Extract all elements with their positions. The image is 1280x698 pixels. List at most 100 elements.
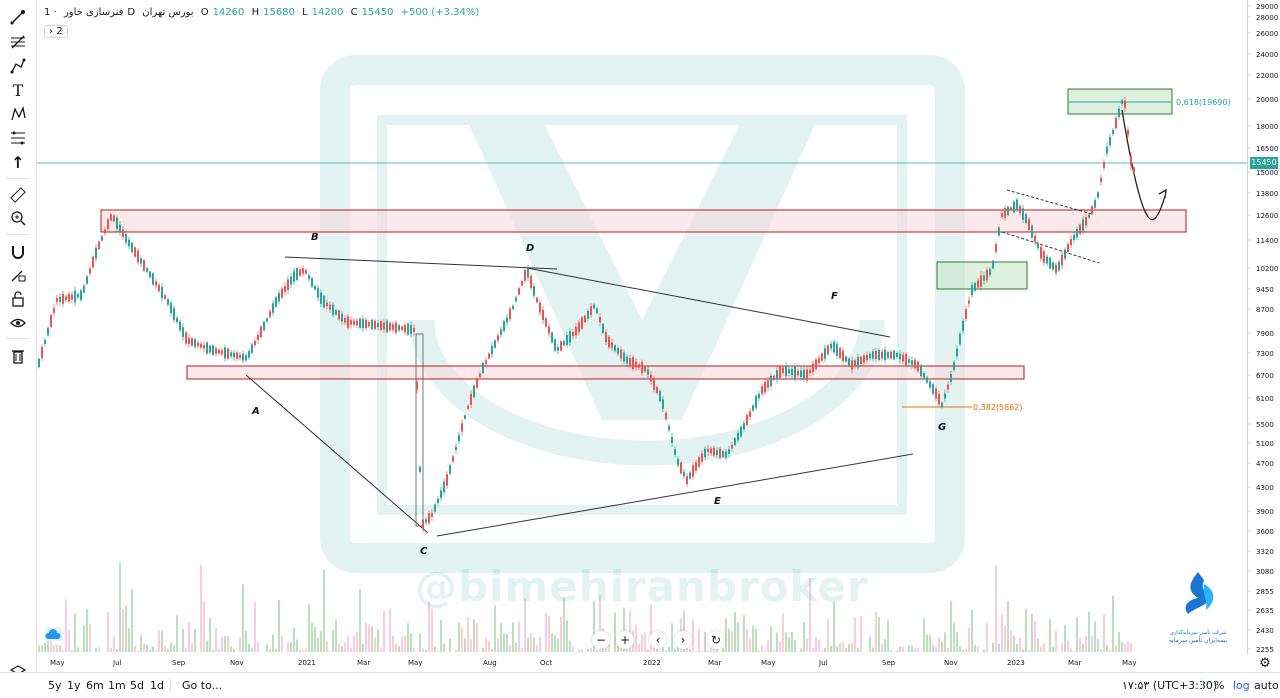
trendline-icon[interactable]: [6, 30, 30, 54]
lock-drawing-icon[interactable]: [6, 263, 30, 287]
point-label-d: D: [526, 243, 534, 254]
zoom-in-button[interactable]: +: [616, 631, 634, 649]
reset-chart-button[interactable]: ↻: [707, 631, 725, 649]
fib-icon[interactable]: [6, 126, 30, 150]
price-tick-label: 5500: [1256, 421, 1274, 429]
volume-bar: [335, 619, 337, 652]
volume-bar: [794, 640, 796, 652]
volume-bar: [590, 648, 592, 652]
volume-bar: [347, 636, 349, 652]
arrow-icon[interactable]: ↑: [6, 150, 30, 174]
time-tick-label: Nov: [944, 659, 958, 667]
volume-bar: [161, 630, 163, 652]
volume-bar: [248, 644, 250, 652]
pattern-icon[interactable]: [6, 102, 30, 126]
cloud-icon[interactable]: [44, 627, 62, 641]
volume-bar: [164, 646, 166, 652]
range-1m[interactable]: 1m: [108, 679, 126, 692]
volume-bar: [1067, 640, 1069, 652]
candle-body: [281, 289, 283, 298]
range-1d[interactable]: 1d: [150, 679, 164, 692]
volume-bar: [1007, 601, 1009, 652]
candle-body: [389, 323, 391, 330]
volume-bar: [782, 614, 784, 652]
unlock-icon[interactable]: [6, 287, 30, 311]
range-1y[interactable]: 1y: [67, 679, 81, 692]
price-tick-label: 16500: [1256, 145, 1278, 153]
candle-body: [110, 214, 112, 220]
zoom-out-button[interactable]: −: [592, 631, 610, 649]
volume-bar: [350, 648, 352, 652]
symbol-name[interactable]: فنرسازی خاور: [64, 7, 123, 18]
range-5d[interactable]: 5d: [130, 679, 144, 692]
volume-bar: [167, 649, 169, 652]
candle-body: [314, 286, 316, 290]
candle-body: [410, 325, 412, 334]
candle-body: [44, 340, 46, 344]
candle-body: [380, 321, 382, 330]
scroll-right-button[interactable]: ›: [674, 631, 692, 649]
chart-settings-button[interactable]: ⚙: [1250, 655, 1280, 672]
range-6m[interactable]: 6m: [86, 679, 104, 692]
trash-icon[interactable]: [6, 344, 30, 368]
percent-toggle[interactable]: %: [1214, 679, 1224, 692]
candle-body: [782, 367, 784, 372]
volume-bar: [137, 651, 139, 652]
candle-body: [458, 435, 460, 441]
candle-body: [548, 326, 550, 333]
candle-body: [1112, 130, 1114, 134]
indicator-collapse-button[interactable]: › 2: [44, 25, 68, 38]
goto-button[interactable]: Go to...: [182, 679, 222, 692]
candle-body: [1115, 118, 1117, 128]
point-label-c: C: [420, 546, 428, 557]
candle-body: [476, 379, 478, 387]
broker-logo: شرکت تأمین سرمایه‌گذاری بیمه‌ایران تأمین…: [1168, 570, 1228, 650]
candle-body: [851, 360, 853, 369]
candle-body: [803, 370, 805, 379]
price-tick-label: 18000: [1256, 123, 1278, 131]
candle-body: [641, 362, 643, 373]
volume-bar: [983, 649, 985, 652]
range-5y[interactable]: 5y: [48, 679, 62, 692]
volume-bar: [974, 645, 976, 652]
candle-body: [470, 394, 472, 405]
chevron-right-icon: ›: [681, 633, 686, 647]
chart-pane[interactable]: A B C D E F G 0.618(19690) 0.382(5862): [37, 0, 1247, 655]
path-icon[interactable]: [6, 54, 30, 78]
volume-bar: [1076, 618, 1078, 652]
candle-body: [233, 353, 235, 358]
volume-bar: [224, 636, 226, 652]
volume-bar: [806, 639, 808, 652]
volume-bar: [311, 623, 313, 652]
zoom-icon[interactable]: [6, 206, 30, 230]
volume-bar: [818, 639, 820, 652]
log-toggle[interactable]: log: [1233, 679, 1250, 692]
candle-body: [305, 270, 307, 274]
candle-body: [935, 388, 937, 398]
volume-bar: [905, 651, 907, 652]
crosshair-icon[interactable]: [6, 5, 30, 29]
scroll-left-button[interactable]: ‹: [649, 631, 667, 649]
volume-bar: [338, 644, 340, 652]
legend-separator: ·: [54, 7, 57, 18]
candle-body: [599, 317, 601, 323]
magnet-icon[interactable]: [6, 240, 30, 264]
candle-body: [302, 268, 304, 273]
volume-bar: [935, 647, 937, 652]
candle-body: [368, 322, 370, 326]
volume-bar: [770, 627, 772, 652]
candle-body: [557, 347, 559, 351]
ruler-icon[interactable]: [6, 183, 30, 207]
volume-bar: [128, 628, 130, 652]
text-icon[interactable]: T: [6, 78, 30, 102]
auto-toggle[interactable]: auto: [1254, 679, 1279, 692]
candle-body: [224, 347, 226, 358]
eye-icon[interactable]: [6, 311, 30, 335]
time-tick-label: Jul: [818, 659, 828, 667]
chart-canvas[interactable]: A B C D E F G 0.618(19690) 0.382(5862): [37, 0, 1247, 655]
volume-bar: [752, 626, 754, 652]
volume-bar: [107, 612, 109, 652]
